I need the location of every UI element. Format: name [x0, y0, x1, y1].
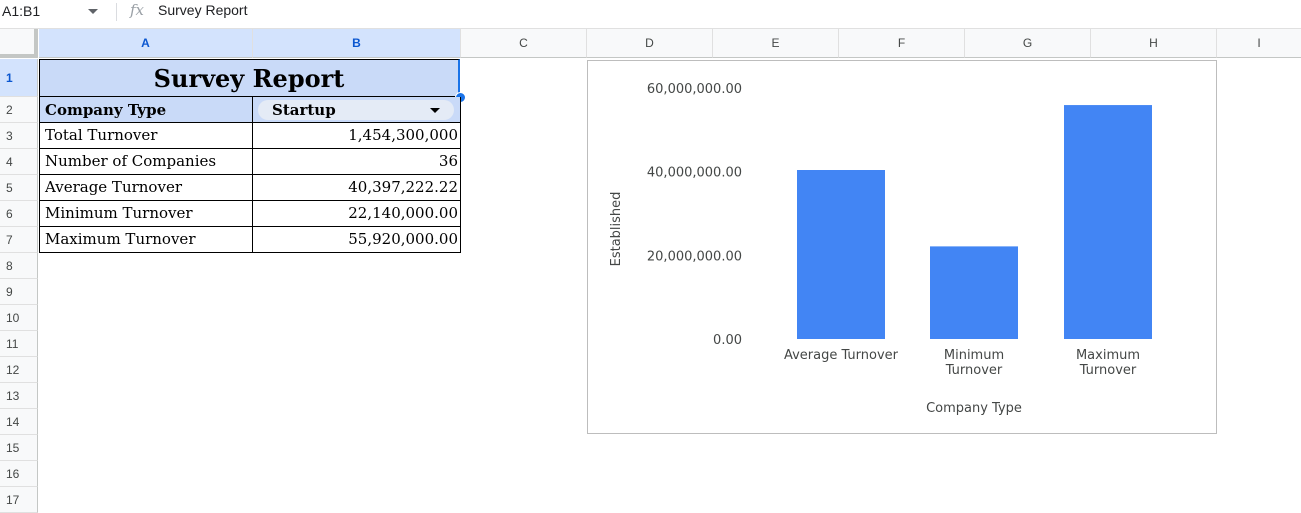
x-tick-label: Minimum Turnover — [944, 348, 1004, 378]
column-header-f[interactable]: F — [839, 29, 965, 58]
row-header-17[interactable]: 17 — [0, 487, 38, 513]
column-header-g[interactable]: G — [965, 29, 1091, 58]
y-tick-label: 20,000,000.00 — [647, 249, 742, 264]
bar[interactable] — [1064, 105, 1152, 340]
column-header-i[interactable]: I — [1217, 29, 1301, 58]
metric-value-cell[interactable]: 1,454,300,000 — [253, 123, 461, 149]
column-header-a[interactable]: A — [39, 29, 253, 58]
chevron-down-icon[interactable] — [430, 108, 440, 113]
metric-value-cell[interactable]: 40,397,222.22 — [253, 175, 461, 201]
embedded-bar-chart[interactable]: 0.00 20,000,000.00 40,000,000.00 60,000,000… — [587, 60, 1217, 434]
x-tick-label: Maximum Turnover — [1076, 348, 1140, 378]
column-header-d[interactable]: D — [587, 29, 713, 58]
metric-value-cell[interactable]: 36 — [253, 149, 461, 175]
row-header-1[interactable]: 1 — [0, 59, 38, 97]
fx-icon: fx — [130, 1, 145, 19]
row-header-4[interactable]: 4 — [0, 149, 38, 175]
row-header-14[interactable]: 14 — [0, 409, 38, 435]
row-header-9[interactable]: 9 — [0, 279, 38, 305]
company-type-dropdown-value: Startup — [272, 101, 336, 119]
metric-label-cell[interactable]: Number of Companies — [39, 149, 253, 175]
bar[interactable] — [797, 170, 885, 339]
metric-label-cell[interactable]: Minimum Turnover — [39, 201, 253, 227]
chevron-down-icon[interactable] — [88, 9, 98, 14]
row-header-12[interactable]: 12 — [0, 357, 38, 383]
metric-value-cell[interactable]: 55,920,000.00 — [253, 227, 461, 253]
name-box-value: A1:B1 — [2, 3, 41, 19]
bar[interactable] — [930, 246, 1018, 339]
row-header-16[interactable]: 16 — [0, 461, 38, 487]
row-header-2[interactable]: 2 — [0, 97, 38, 123]
column-header-b[interactable]: B — [253, 29, 461, 58]
row-header-7[interactable]: 7 — [0, 227, 38, 253]
formula-divider — [116, 3, 117, 21]
column-header-e[interactable]: E — [713, 29, 839, 58]
metric-label-cell[interactable]: Maximum Turnover — [39, 227, 253, 253]
formula-bar: A1:B1 fx Survey Report — [0, 0, 1301, 29]
row-header-6[interactable]: 6 — [0, 201, 38, 227]
row-header-13[interactable]: 13 — [0, 383, 38, 409]
x-axis-title: Company Type — [926, 401, 1022, 416]
row-header-3[interactable]: 3 — [0, 123, 38, 149]
title-cell[interactable]: Survey Report — [39, 59, 460, 97]
row-header-11[interactable]: 11 — [0, 331, 38, 357]
y-tick-label: 60,000,000.00 — [647, 82, 742, 97]
x-tick-label: Average Turnover — [784, 348, 899, 363]
column-header-c[interactable]: C — [461, 29, 587, 58]
y-tick-label: 40,000,000.00 — [647, 166, 742, 181]
metric-value-cell[interactable]: 22,140,000.00 — [253, 201, 461, 227]
row-header-15[interactable]: 15 — [0, 435, 38, 461]
name-box[interactable]: A1:B1 — [0, 0, 106, 22]
row-header-8[interactable]: 8 — [0, 253, 38, 279]
y-tick-label: 0.00 — [713, 333, 742, 348]
company-type-dropdown[interactable] — [258, 100, 454, 120]
metric-label-cell[interactable]: Total Turnover — [39, 123, 253, 149]
row-header-10[interactable]: 10 — [0, 305, 38, 331]
y-axis-title: Established — [609, 192, 624, 267]
company-type-label-cell[interactable]: Company Type — [39, 97, 253, 123]
chart-canvas: 0.00 20,000,000.00 40,000,000.00 60,000,000… — [609, 82, 1152, 416]
row-header-5[interactable]: 5 — [0, 175, 38, 201]
column-header-h[interactable]: H — [1091, 29, 1217, 58]
formula-input[interactable]: Survey Report — [158, 2, 248, 18]
metric-label-cell[interactable]: Average Turnover — [39, 175, 253, 201]
select-all-corner[interactable] — [0, 29, 38, 58]
